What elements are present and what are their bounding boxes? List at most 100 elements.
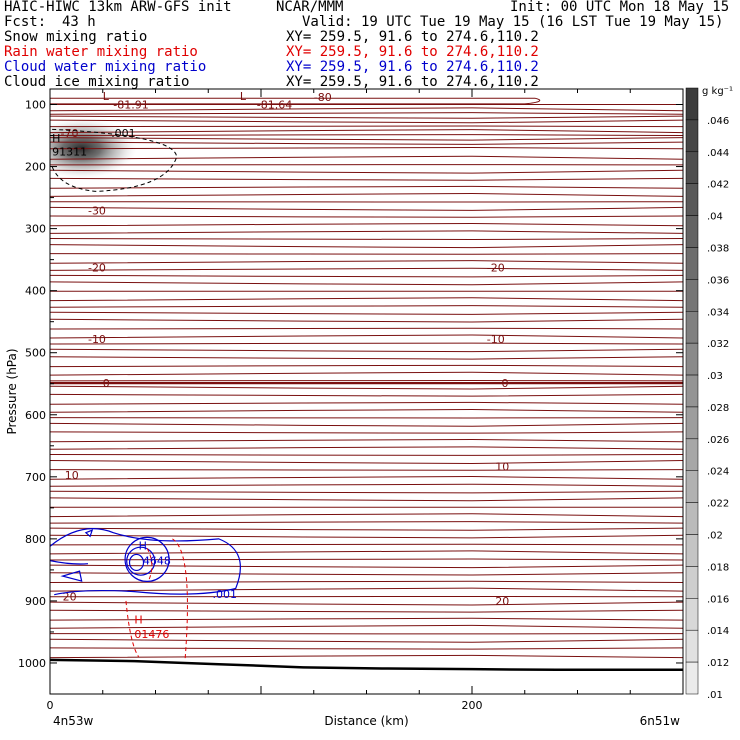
temperature-contour-line — [50, 513, 683, 518]
rain-water-extremum: 01476 — [134, 628, 169, 641]
valid-time: Valid: 19 UTC Tue 19 May 15 (16 LST Tue … — [302, 14, 724, 30]
colorbar-swatch — [685, 566, 699, 599]
temperature-contour-line — [50, 356, 683, 360]
colorbar-label: .044 — [707, 148, 729, 159]
temperature-contour-line — [50, 119, 683, 124]
temperature-contour-line — [50, 580, 683, 584]
temperature-contour-line — [50, 371, 683, 376]
cloud-ice-extremum: H — [52, 132, 60, 145]
temperature-contour-line — [50, 223, 683, 227]
temperature-contour-label: 10 — [65, 469, 79, 482]
colorbar-swatch — [685, 470, 699, 503]
colorbar-swatch — [685, 598, 699, 631]
temperature-contour-line — [50, 134, 683, 137]
colorbar-label: .02 — [707, 531, 723, 542]
temperature-contour-label: -20 — [487, 262, 505, 275]
temperature-contour-line — [50, 527, 683, 531]
temperature-contour-line — [50, 238, 683, 240]
field-xy-cloud-water: XY= 259.5, 91.6 to 274.6,110.2 — [286, 59, 539, 75]
colorbar-swatch — [685, 342, 699, 376]
cloud-ice-label: .001 — [111, 127, 136, 140]
cloud-ice-contour — [51, 128, 178, 192]
temperature-contour-label: 10 — [495, 460, 509, 473]
temperature-contour-line — [50, 490, 683, 494]
cloud-water-label: .001 — [212, 588, 237, 601]
temperature-contour-line — [50, 534, 683, 539]
colorbar-swatch — [685, 215, 699, 248]
temperature-contour-line — [50, 476, 683, 480]
temperature-contour-line — [50, 260, 683, 264]
temperature-contour-line — [50, 348, 683, 353]
y-tick-label: 700 — [25, 471, 46, 484]
field-xy-snow: XY= 259.5, 91.6 to 274.6,110.2 — [286, 29, 539, 45]
colorbar-label: .042 — [707, 180, 729, 191]
colorbar-label: .03 — [707, 371, 723, 382]
colorbar-swatch — [685, 247, 699, 280]
field-name-cloud-water: Cloud water mixing ratio — [4, 59, 207, 75]
temperature-contour-line — [50, 647, 683, 650]
x-tick-label: 200 — [462, 699, 483, 712]
colorbar-swatch — [685, 502, 699, 535]
colorbar-label: .046 — [707, 116, 729, 127]
model-title: HAIC-HIWC 13km ARW-GFS init — [4, 0, 232, 15]
temperature-contour-line — [50, 393, 683, 397]
y-axis-label: Pressure (hPa) — [5, 348, 19, 434]
org-label: NCAR/MMM — [276, 0, 344, 15]
temperature-contour-line — [50, 206, 683, 211]
temperature-contour-line — [50, 521, 683, 524]
colorbar-label: .024 — [707, 467, 729, 478]
field-name-cloud-ice: Cloud ice mixing ratio — [4, 74, 190, 90]
temperature-contour-line — [50, 364, 683, 368]
temperature-contour-line — [50, 469, 683, 471]
temperature-contour-line — [50, 230, 683, 234]
temperature-contour-line — [50, 125, 683, 128]
cloud-water-contour — [60, 570, 83, 582]
temperature-contour-line — [50, 297, 683, 302]
temperature-contour-line — [50, 638, 683, 643]
colorbar-label: .016 — [707, 594, 729, 605]
temperature-contour-line — [50, 112, 683, 115]
temperature-contour-line — [50, 385, 683, 390]
colorbar-label: .022 — [707, 499, 729, 510]
temperature-contour-line — [50, 193, 683, 197]
temperature-contour-80 — [50, 97, 541, 105]
rain-water-extremum: H — [134, 614, 142, 627]
field-xy-rain: XY= 259.5, 91.6 to 274.6,110.2 — [286, 44, 539, 60]
temperature-contour-label: 20 — [495, 595, 509, 608]
y-tick-label: 300 — [25, 223, 46, 236]
temperature-contour-line — [50, 115, 683, 119]
temperature-contour-label: -81.91 — [113, 99, 148, 112]
colorbar-swatch — [685, 406, 699, 440]
temperature-contour-line — [50, 305, 683, 308]
colorbar-label: .038 — [707, 243, 729, 254]
temperature-contour-line — [50, 318, 683, 323]
temperature-contour-line — [50, 587, 683, 592]
temperature-contour-label: -30 — [88, 205, 106, 218]
colorbar-swatch — [685, 661, 699, 695]
y-tick-label: 100 — [25, 99, 46, 112]
cloud-water-contour — [84, 529, 94, 538]
temperature-contour-line — [50, 141, 683, 145]
temperature-contour-line — [50, 617, 683, 621]
temperature-contour-label: -80 — [314, 91, 332, 104]
temperature-contour-line — [50, 107, 683, 112]
x-tick-label: 0 — [47, 699, 54, 712]
colorbar-swatch — [685, 438, 699, 471]
rain-water-contour — [125, 600, 140, 658]
field-xy-cloud-ice: XY= 259.5, 91.6 to 274.6,110.2 — [286, 74, 539, 90]
temperature-contour-line — [50, 244, 683, 249]
colorbar-swatch — [685, 119, 699, 153]
colorbar-swatch — [685, 183, 699, 216]
temperature-contour-line — [50, 654, 683, 659]
temperature-contour-line — [50, 281, 683, 286]
colorbar-swatch — [685, 629, 699, 663]
cloud-water-contour — [50, 528, 241, 596]
fcst-value: 43 h — [62, 14, 96, 30]
temperature-contour-line — [50, 543, 683, 546]
temperature-contour-line — [50, 342, 683, 345]
temperature-contour-line — [50, 267, 683, 271]
temperature-contour-label: 20 — [63, 591, 77, 604]
y-tick-label: 1000 — [18, 657, 46, 670]
colorbar-swatch — [685, 311, 699, 344]
